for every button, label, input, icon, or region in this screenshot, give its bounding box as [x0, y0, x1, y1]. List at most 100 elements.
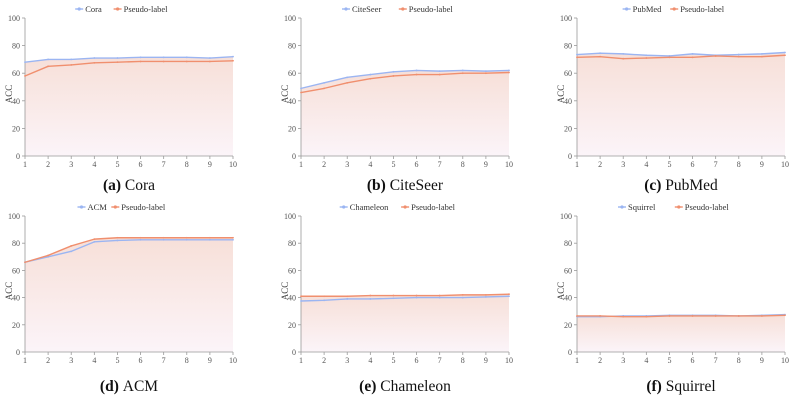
x-tick-label: 2 [322, 160, 326, 169]
x-tick-label: 8 [737, 356, 741, 365]
data-point [484, 296, 487, 298]
x-tick-label: 5 [391, 356, 395, 365]
caption-letter: (c) [644, 177, 665, 194]
legend-marker [625, 7, 629, 11]
x-tick-label: 1 [299, 160, 303, 169]
y-tick-label: 80 [564, 42, 572, 51]
legend-label: Pseudo-label [121, 202, 166, 212]
area-fill [25, 56, 233, 156]
legend-marker [113, 205, 117, 209]
data-point [508, 295, 510, 298]
data-point [737, 315, 740, 317]
data-point [185, 238, 188, 241]
data-point [162, 236, 165, 239]
chart-1: 0 20 40 60 80 100 1 2 3 4 5 6 7 8 9 10 ACC Cora Pseudo-lab… [4, 4, 237, 194]
x-tick-label: 2 [598, 160, 602, 169]
data-point [323, 81, 326, 84]
data-point [208, 57, 211, 59]
chart-6: 0 20 40 60 80 100 1 2 3 4 5 6 7 8 9 10 ACC Squirrel Pseudo… [556, 202, 789, 395]
data-point [691, 315, 694, 317]
x-tick-label: 8 [461, 160, 465, 169]
legend-label: PubMed [633, 4, 663, 14]
x-tick-label: 9 [484, 160, 488, 169]
y-tick-label: 80 [288, 239, 296, 248]
x-tick-label: 5 [667, 356, 671, 365]
data-point [185, 60, 188, 63]
y-tick-label: 40 [564, 97, 572, 106]
x-tick-label: 3 [69, 160, 73, 169]
subfigure-caption: (a) Cora [103, 177, 155, 194]
x-tick-label: 6 [691, 160, 695, 169]
chart-5: 0 20 40 60 80 100 1 2 3 4 5 6 7 8 9 10 ACC Chameleon Pseud… [280, 202, 513, 395]
y-tick-label: 0 [568, 152, 572, 161]
subfigure-caption: (d) ACM [100, 378, 158, 395]
data-point [645, 54, 648, 57]
y-tick-label: 20 [564, 124, 572, 133]
subfigure-caption: (f) Squirrel [646, 378, 715, 395]
data-point [714, 55, 717, 57]
legend-label: ACM [88, 202, 108, 212]
legend: Cora Pseudo-label [75, 4, 168, 14]
data-point [232, 238, 234, 241]
series-line-pseudo-label [577, 314, 786, 318]
x-tick-label: 4 [644, 356, 648, 365]
data-point [737, 55, 740, 58]
legend-marker [401, 7, 405, 11]
x-tick-label: 7 [714, 160, 718, 169]
y-axis-title: ACC [556, 282, 566, 301]
data-point [24, 75, 26, 77]
chart-4: 0 20 40 60 80 100 1 2 3 4 5 6 7 8 9 10 ACC ACM Pseudo-labe… [4, 202, 237, 395]
data-point [622, 57, 625, 60]
data-point [784, 54, 786, 57]
caption-title: Squirrel [666, 378, 716, 395]
y-tick-label: 0 [292, 348, 296, 357]
x-tick-label: 6 [415, 356, 419, 365]
y-tick-label: 0 [16, 152, 20, 161]
data-point [438, 296, 441, 299]
x-tick-label: 7 [162, 160, 166, 169]
data-point [714, 315, 717, 317]
y-tick-label: 20 [12, 321, 20, 330]
legend-label: Pseudo-label [124, 4, 169, 14]
x-tick-label: 2 [46, 356, 50, 365]
y-tick-label: 0 [16, 348, 20, 357]
data-point [47, 65, 50, 68]
area-fill [301, 294, 509, 352]
x-tick-label: 4 [368, 160, 372, 169]
legend-marker [342, 205, 346, 209]
x-tick-label: 9 [760, 356, 764, 365]
data-point [668, 56, 671, 59]
data-point [668, 315, 671, 317]
legend-label: CiteSeer [352, 4, 381, 14]
x-tick-label: 10 [781, 160, 789, 169]
x-tick-label: 2 [46, 160, 50, 169]
data-point [415, 69, 418, 72]
y-tick-label: 40 [288, 294, 296, 303]
data-point [508, 71, 510, 74]
y-axis-title: ACC [4, 282, 14, 301]
series-line-pseudo-label [24, 60, 234, 77]
x-tick-label: 4 [368, 356, 372, 365]
x-tick-label: 6 [139, 356, 143, 365]
data-point [116, 61, 119, 64]
series-line-pseudo-label [24, 237, 233, 263]
series-line-acc [576, 51, 786, 57]
x-tick-label: 1 [575, 160, 579, 169]
data-point [508, 69, 510, 72]
y-tick-label: 40 [12, 294, 20, 303]
data-point [162, 238, 165, 241]
y-axis-title: ACC [4, 85, 14, 104]
x-tick-label: 10 [781, 356, 789, 365]
data-point [139, 236, 142, 239]
y-tick-label: 40 [288, 97, 296, 106]
x-tick-label: 5 [115, 356, 119, 365]
x-tick-label: 10 [229, 160, 237, 169]
y-tick-label: 100 [560, 212, 572, 221]
x-tick-label: 3 [345, 356, 349, 365]
y-tick-label: 0 [292, 152, 296, 161]
legend-label: Pseudo-label [680, 4, 725, 14]
data-point [139, 238, 142, 241]
data-point [300, 300, 302, 302]
data-point [392, 297, 395, 300]
data-point [461, 72, 464, 75]
